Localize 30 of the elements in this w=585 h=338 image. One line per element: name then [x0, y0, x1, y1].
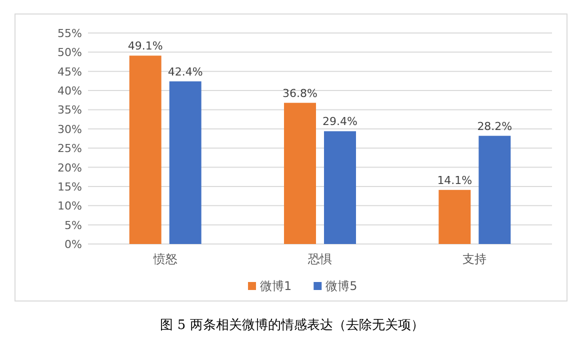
y-tick-label: 30%	[58, 122, 82, 136]
y-tick-label: 15%	[58, 180, 82, 194]
data-label: 42.4%	[168, 65, 203, 78]
y-tick-label: 20%	[58, 161, 82, 174]
bar	[169, 81, 202, 244]
caption: 图 5 两条相关微博的情感表达（去除无关项）	[160, 318, 424, 333]
bar	[438, 190, 471, 244]
data-label: 49.1%	[128, 40, 163, 53]
x-tick-label: 支持	[462, 252, 487, 266]
x-tick-label: 愤怒	[152, 252, 178, 266]
data-label: 36.8%	[282, 86, 318, 100]
y-tick-label: 50%	[58, 46, 82, 60]
bar	[324, 131, 356, 244]
y-tick-label: 55%	[58, 27, 82, 40]
data-label: 28.2%	[477, 120, 512, 133]
legend-label: 微博1	[260, 279, 292, 293]
y-tick-label: 40%	[58, 84, 82, 98]
y-tick-label: 10%	[58, 200, 82, 213]
y-tick-label: 0%	[64, 238, 82, 251]
y-tick-label: 5%	[64, 218, 82, 232]
bar	[284, 102, 316, 244]
y-tick-label: 45%	[58, 65, 82, 78]
bar	[129, 56, 162, 244]
legend-label: 微博5	[326, 279, 358, 293]
bar	[478, 136, 511, 244]
data-label: 29.4%	[322, 115, 358, 128]
x-tick-label: 恐惧	[307, 252, 332, 266]
data-label: 14.1%	[437, 174, 472, 187]
y-tick-label: 25%	[58, 142, 82, 156]
y-tick-label: 35%	[58, 104, 82, 117]
